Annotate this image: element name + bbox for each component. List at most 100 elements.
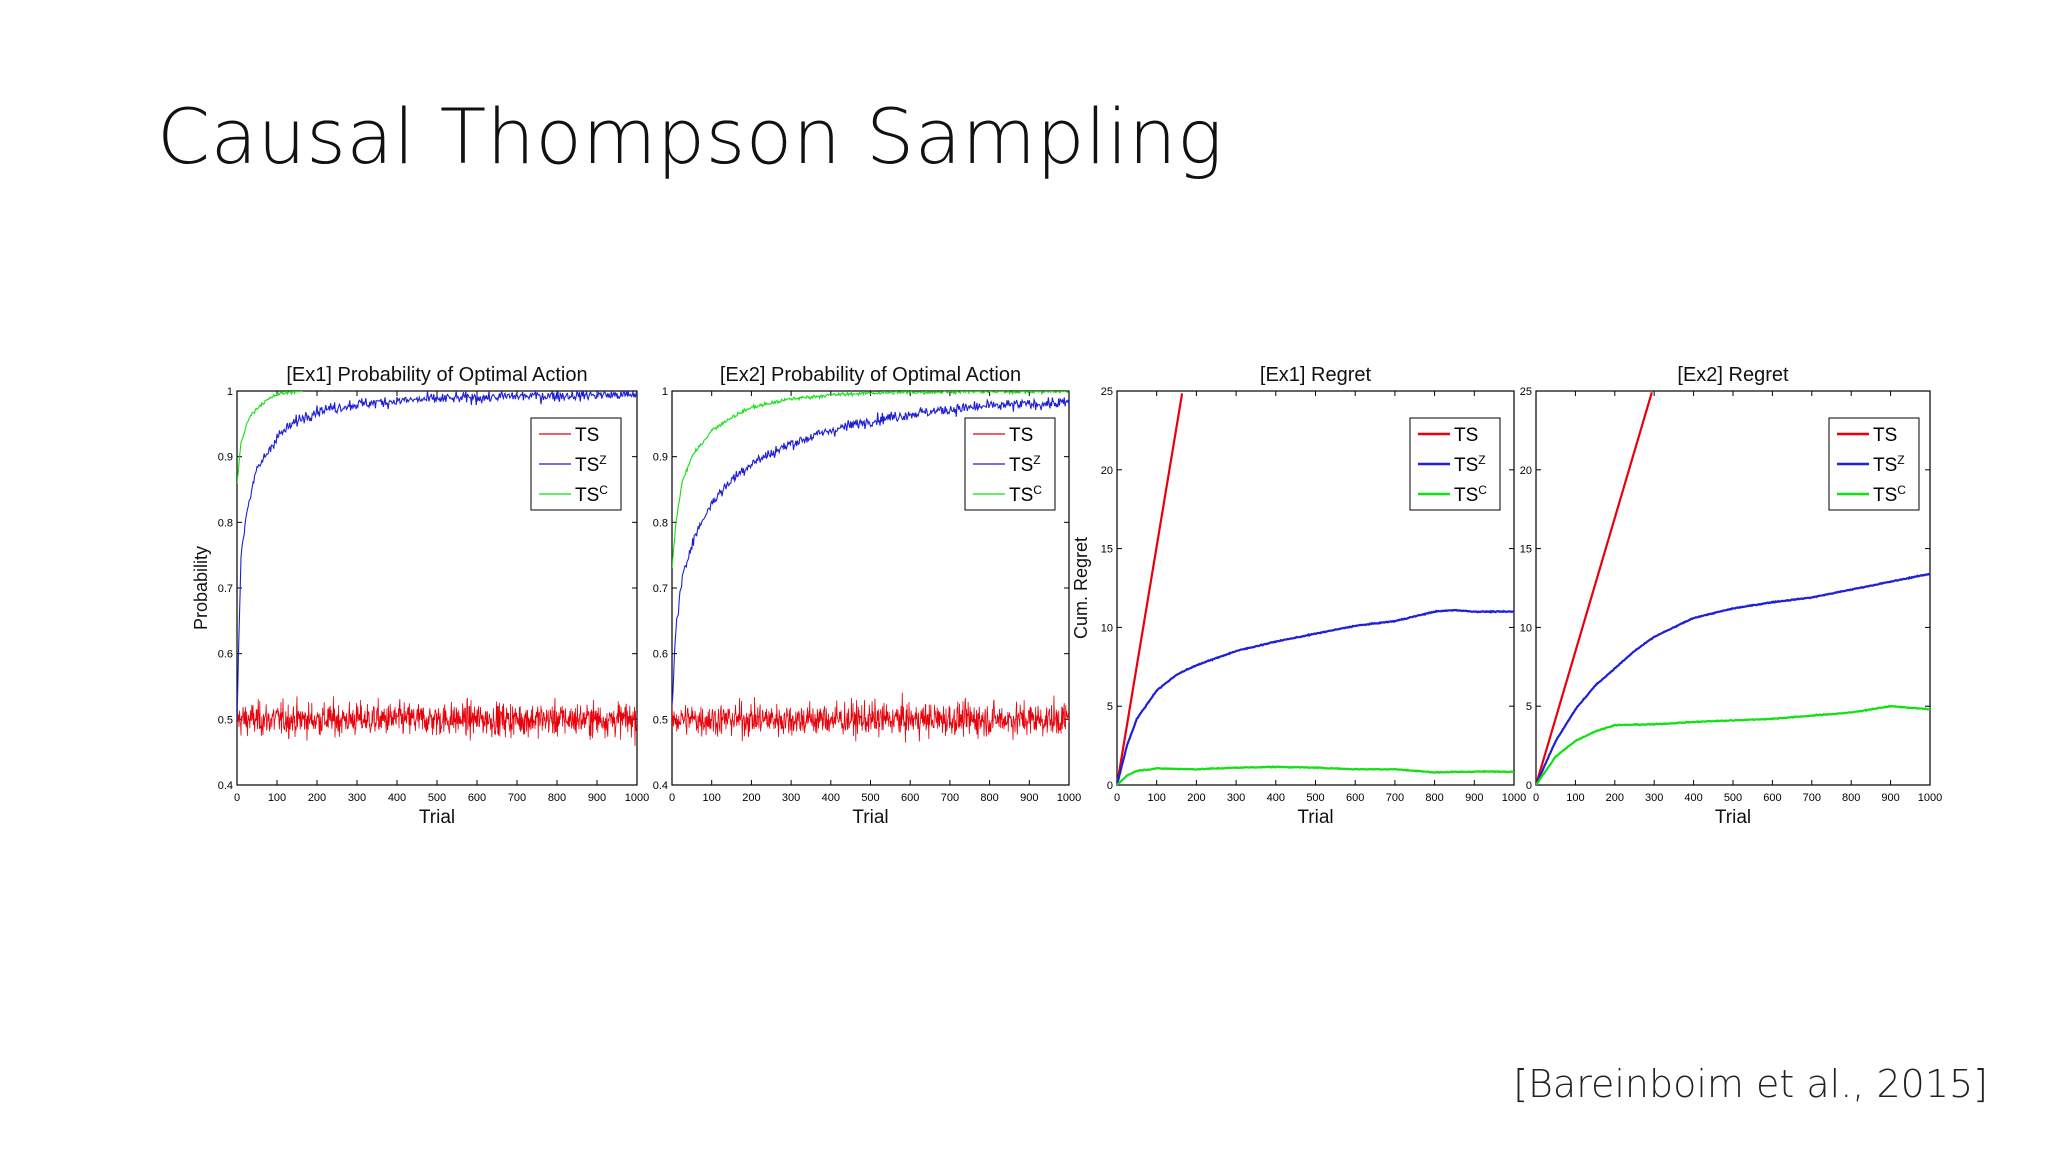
legend-label-TSZ: TSZ: [1009, 453, 1041, 476]
chart-panel: 0 100 200 300 400 500 600 700 800 900 1000 0 5 10 15 20…: [1071, 364, 1526, 828]
y-axis-label: Probability: [191, 546, 211, 630]
y-tick-label: 25: [1520, 386, 1532, 398]
x-tick-label: 500: [1306, 792, 1324, 804]
x-tick-label: 300: [1227, 792, 1245, 804]
y-tick-label: 5: [1526, 701, 1532, 713]
y-tick-label: 0.7: [218, 583, 233, 595]
x-tick-label: 200: [1187, 792, 1205, 804]
x-tick-label: 100: [268, 792, 286, 804]
y-tick-label: 0.9: [653, 452, 668, 464]
y-axis-label: Cum. Regret: [1071, 537, 1091, 639]
legend-label-TSC: TSC: [575, 483, 608, 506]
chart-panel: 0 100 200 300 400 500 600 700 800 900 1000 0.4 0.5 0.…: [191, 364, 649, 828]
plot-area: [671, 390, 1070, 786]
y-tick-label: 1: [662, 386, 668, 398]
x-tick-label: 500: [1724, 792, 1742, 804]
x-tick-label: 100: [1566, 792, 1584, 804]
y-tick-label: 0.9: [218, 452, 233, 464]
series-line-TSZ: [1536, 572, 1930, 785]
x-axis-label: Trial: [419, 807, 455, 828]
x-tick-label: 900: [1020, 792, 1038, 804]
legend: TS TSZ TSC: [530, 417, 622, 511]
legend-box: [1409, 417, 1501, 511]
legend-label-TS: TS: [1454, 425, 1478, 446]
series-line-TSC: [1536, 704, 1930, 785]
x-tick-label: 200: [308, 792, 326, 804]
citation: [Bareinboim et al., 2015]: [1513, 1062, 1988, 1106]
plot-area: [1535, 390, 1931, 786]
legend-label-TSZ: TSZ: [575, 453, 607, 476]
x-tick-label: 400: [822, 792, 840, 804]
series-line-TSZ: [1117, 608, 1514, 785]
legend-label-TSC: TSC: [1009, 483, 1042, 506]
y-tick-label: 10: [1520, 622, 1532, 634]
x-tick-label: 300: [782, 792, 800, 804]
y-tick-label: 0: [1526, 780, 1532, 792]
x-tick-label: 300: [348, 792, 366, 804]
legend-label-TS: TS: [1873, 425, 1897, 446]
legend-label-TS: TS: [575, 425, 599, 446]
series-line-TSC: [1117, 765, 1514, 785]
series-group: [237, 391, 637, 746]
x-tick-label: 0: [1114, 792, 1120, 804]
series-group: [1536, 392, 1930, 785]
y-tick-label: 0.4: [218, 780, 233, 792]
chart-title: [Ex2] Probability of Optimal Action: [720, 364, 1021, 386]
x-tick-label: 400: [1267, 792, 1285, 804]
y-tick-label: 5: [1107, 701, 1113, 713]
y-tick-label: 0.6: [653, 649, 668, 661]
x-tick-label: 400: [388, 792, 406, 804]
x-axis-label: Trial: [1715, 807, 1751, 828]
x-tick-label: 100: [703, 792, 721, 804]
legend: TS TSZ TSC: [964, 417, 1056, 511]
x-tick-label: 400: [1684, 792, 1702, 804]
y-tick-label: 10: [1101, 622, 1113, 634]
legend-box: [964, 417, 1056, 511]
x-tick-label: 1000: [1918, 792, 1942, 804]
x-tick-label: 1000: [625, 792, 649, 804]
chart-panel: 0 100 200 300 400 500 600 700 800 900 1000 0 5 10 15 20…: [1520, 364, 1942, 828]
y-tick-label: 15: [1101, 544, 1113, 556]
legend: TS TSZ TSC: [1828, 417, 1920, 511]
x-tick-label: 600: [468, 792, 486, 804]
x-axis-label: Trial: [852, 807, 888, 828]
x-tick-label: 900: [1881, 792, 1899, 804]
x-tick-label: 900: [1465, 792, 1483, 804]
y-tick-label: 0.7: [653, 583, 668, 595]
x-tick-label: 700: [1803, 792, 1821, 804]
x-tick-label: 0: [1533, 792, 1539, 804]
chart-title: [Ex1] Regret: [1260, 364, 1372, 386]
y-tick-label: 1: [227, 386, 233, 398]
x-tick-label: 700: [508, 792, 526, 804]
series-line-TS: [1117, 393, 1184, 785]
x-tick-label: 0: [669, 792, 675, 804]
plot-area: [236, 390, 638, 786]
y-tick-label: 0.4: [653, 780, 668, 792]
chart-title: [Ex1] Probability of Optimal Action: [286, 364, 587, 386]
series-line-TSC: [672, 391, 1069, 568]
x-tick-label: 800: [548, 792, 566, 804]
series-line-TSZ: [237, 391, 637, 722]
x-tick-label: 600: [1346, 792, 1364, 804]
x-tick-label: 500: [861, 792, 879, 804]
y-tick-label: 20: [1520, 465, 1532, 477]
x-tick-label: 600: [901, 792, 919, 804]
legend-box: [530, 417, 622, 511]
series-line-TS: [1536, 392, 1653, 785]
x-tick-label: 500: [428, 792, 446, 804]
x-tick-label: 1000: [1502, 792, 1526, 804]
y-tick-label: 0.8: [218, 517, 233, 529]
x-tick-label: 800: [1425, 792, 1443, 804]
x-tick-label: 300: [1645, 792, 1663, 804]
y-tick-label: 0.5: [218, 714, 233, 726]
x-tick-label: 800: [980, 792, 998, 804]
series-line-TS: [237, 696, 637, 746]
y-tick-label: 0.5: [653, 714, 668, 726]
y-tick-label: 0.8: [653, 517, 668, 529]
legend-label-TSC: TSC: [1873, 483, 1906, 506]
x-tick-label: 900: [588, 792, 606, 804]
legend: TS TSZ TSC: [1409, 417, 1501, 511]
x-tick-label: 600: [1763, 792, 1781, 804]
chart-title: [Ex2] Regret: [1677, 364, 1789, 386]
y-tick-label: 0: [1107, 780, 1113, 792]
